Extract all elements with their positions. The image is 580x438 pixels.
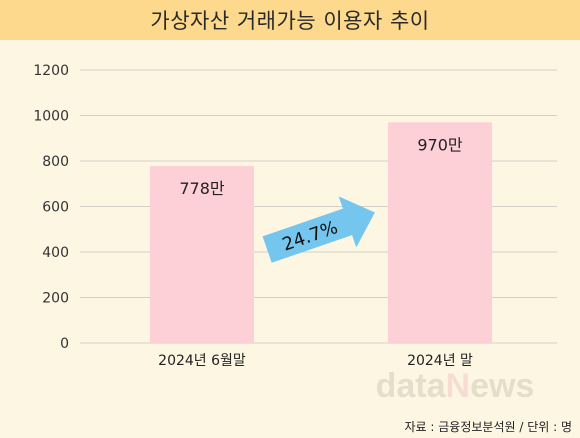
category-label: 2024년 말: [407, 353, 473, 369]
title-bar: 가상자산 거래가능 이용자 추이: [0, 0, 580, 40]
bars: 778만 2024년 6월말 970만 2024년 말: [150, 122, 492, 369]
bar-chart: 0 200 400 600 800 1000 1200 778만 2024년 6월말 970만 2…: [33, 63, 557, 405]
category-label: 2024년 6월말: [158, 353, 246, 369]
chart-title: 가상자산 거래가능 이용자 추이: [150, 9, 430, 33]
growth-arrow-shape: 24.7%: [262, 196, 375, 263]
y-tick-label: 400: [42, 245, 69, 261]
y-tick-label: 1200: [33, 63, 69, 79]
bar-value-label: 970만: [417, 135, 463, 154]
bar: [150, 166, 254, 343]
source-note: 자료 : 금융정보분석원 / 단위 : 명: [404, 420, 573, 434]
y-tick-label: 600: [42, 200, 69, 216]
bar: [388, 122, 492, 343]
bar-value-label: 778만: [179, 179, 225, 198]
growth-arrow: 24.7%: [262, 196, 375, 263]
y-tick-label: 1000: [33, 109, 69, 125]
arrow-icon: [262, 196, 375, 263]
y-tick-label: 200: [42, 291, 69, 307]
datanews-watermark: dataNews: [376, 367, 535, 405]
y-axis-ticks: 0 200 400 600 800 1000 1200: [33, 63, 69, 352]
y-tick-label: 0: [60, 336, 69, 352]
svg-text:dataNews: dataNews: [376, 367, 535, 405]
y-tick-label: 800: [42, 154, 69, 170]
